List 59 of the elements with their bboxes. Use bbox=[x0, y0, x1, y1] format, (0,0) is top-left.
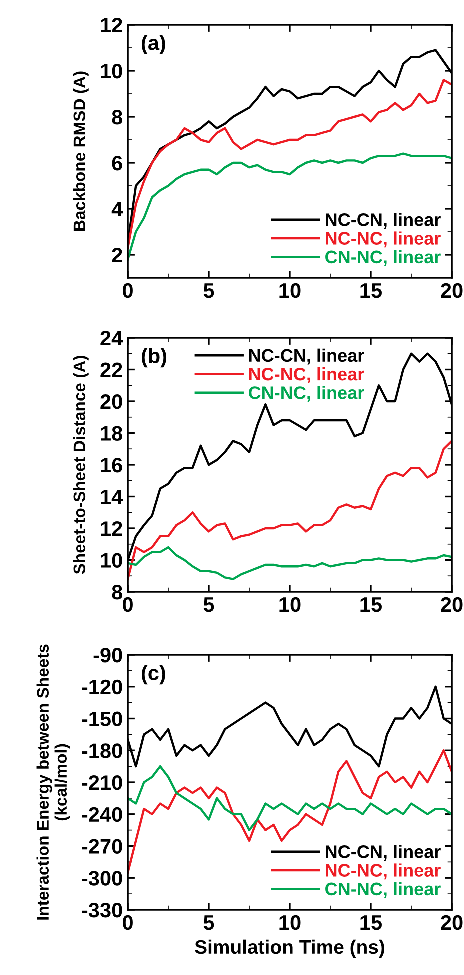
x-tick-label: 10 bbox=[280, 597, 301, 612]
y-tick-label: 10 bbox=[101, 553, 122, 568]
y-axis-title: Sheet-to-Sheet Distance (A) bbox=[73, 356, 89, 574]
legend-label: NC-NC, linear bbox=[326, 232, 441, 248]
y-tick-label: 24 bbox=[100, 331, 124, 346]
y-tick-label: 12 bbox=[101, 18, 122, 33]
y-tick-label: -180 bbox=[82, 744, 122, 758]
x-tick-label: 20 bbox=[441, 283, 463, 298]
x-tick-label: 0 bbox=[123, 283, 133, 298]
y-tick-label: -210 bbox=[82, 776, 122, 790]
legend-label: NC-NC, linear bbox=[326, 864, 441, 880]
x-tick-label: 5 bbox=[204, 916, 214, 930]
y-tick-label: -270 bbox=[82, 839, 122, 854]
y-tick-label: -150 bbox=[82, 712, 122, 727]
annotation: (b) bbox=[142, 348, 167, 368]
line-series bbox=[128, 79, 452, 250]
y-tick-label: -90 bbox=[94, 648, 122, 663]
x-tick-label: 15 bbox=[360, 598, 382, 612]
x-axis-title: Simulation Time (ns) bbox=[195, 940, 384, 958]
legend-label: CN-NC, linear bbox=[326, 882, 441, 898]
y-tick-label: 8 bbox=[112, 585, 122, 600]
y-tick-label: -240 bbox=[82, 807, 122, 822]
y-tick-label: 2 bbox=[112, 248, 122, 263]
y-tick-label: 4 bbox=[112, 202, 124, 217]
legend-label: NC-NC, linear bbox=[249, 367, 364, 384]
x-tick-label: 10 bbox=[280, 283, 301, 298]
y-tick-label: 8 bbox=[112, 110, 122, 125]
y-tick-label: 18 bbox=[101, 426, 122, 442]
line-series bbox=[128, 440, 452, 580]
x-tick-label: 15 bbox=[360, 284, 382, 298]
x-tick-label: 5 bbox=[204, 284, 214, 298]
annotation: (a) bbox=[142, 35, 166, 55]
y-tick-label: -330 bbox=[82, 903, 122, 918]
legend-label: CN-NC, linear bbox=[326, 250, 441, 266]
legend-label: NC-CN, linear bbox=[249, 348, 364, 365]
x-tick-label: 5 bbox=[204, 598, 214, 612]
x-tick-label: 20 bbox=[441, 597, 463, 612]
y-tick-label: 20 bbox=[100, 394, 122, 410]
line-series bbox=[128, 765, 452, 832]
x-tick-label: 0 bbox=[123, 915, 133, 930]
x-tick-label: 20 bbox=[441, 915, 463, 930]
y-tick-label: 22 bbox=[100, 362, 122, 378]
line-series bbox=[128, 546, 452, 580]
legend-label: NC-CN, linear bbox=[326, 845, 441, 861]
y-tick-label: 12 bbox=[101, 522, 122, 536]
legend-label: CN-NC, linear bbox=[249, 386, 364, 402]
y-tick-label: -300 bbox=[82, 871, 122, 886]
x-tick-label: 10 bbox=[280, 915, 301, 930]
x-tick-label: 0 bbox=[123, 597, 133, 612]
x-tick-label: 15 bbox=[360, 916, 382, 930]
y-tick-label: 10 bbox=[101, 64, 122, 79]
y-tick-label: 14 bbox=[101, 490, 124, 504]
y-tick-label: 6 bbox=[112, 156, 122, 171]
legend-label: NC-CN, linear bbox=[326, 213, 441, 229]
y-tick-label: -120 bbox=[82, 680, 122, 695]
annotation: (c) bbox=[142, 665, 166, 685]
y-axis-title: Interaction Energy between Sheets (kcal/mol) bbox=[36, 644, 70, 920]
y-tick-label: 16 bbox=[101, 458, 122, 473]
y-axis-title: Backbone RMSD (A) bbox=[73, 72, 89, 231]
